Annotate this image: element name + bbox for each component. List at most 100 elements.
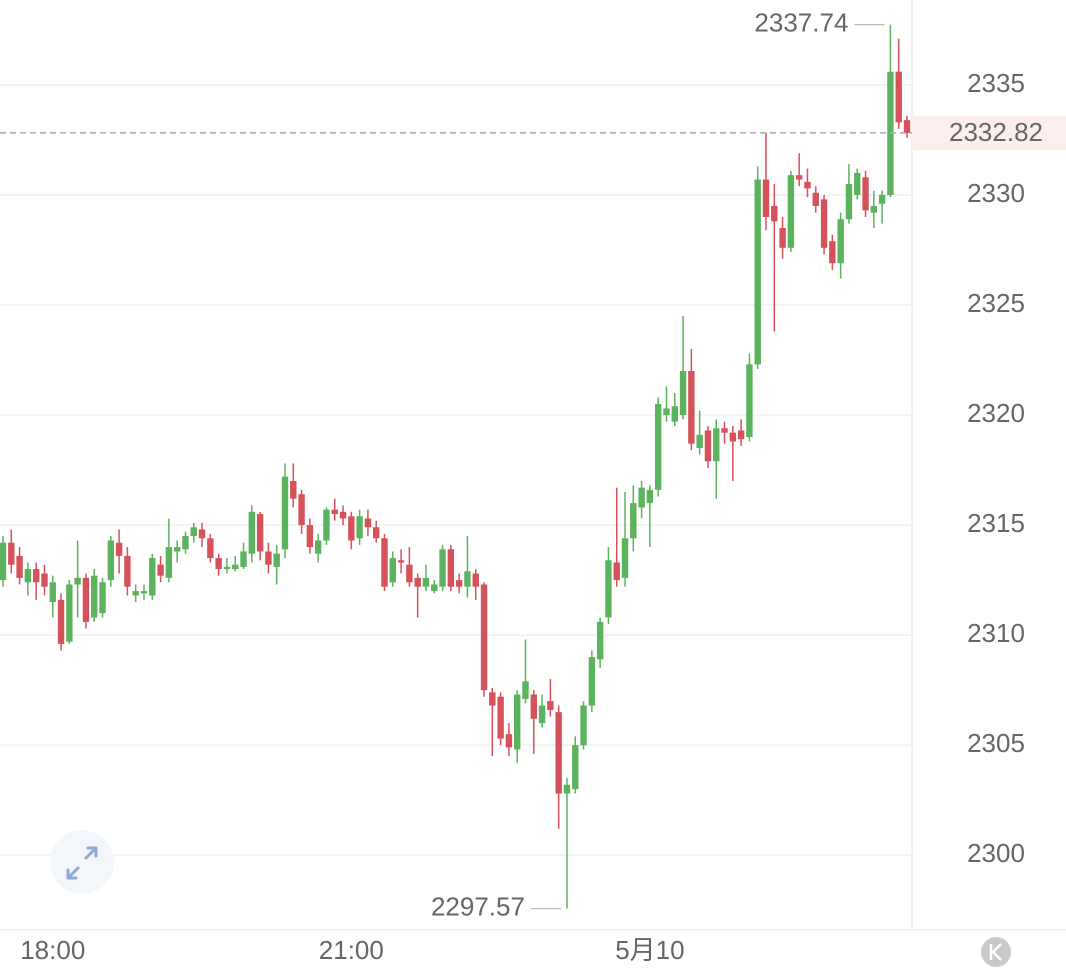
candle-body <box>829 241 836 264</box>
candle-body <box>256 514 264 552</box>
candle-body <box>547 701 554 710</box>
candle-body <box>804 181 811 189</box>
candle-body <box>472 573 479 587</box>
candle-body <box>820 199 828 248</box>
candle-body <box>854 172 861 195</box>
candle-body <box>613 562 620 581</box>
candle-body <box>49 582 56 603</box>
candle-body <box>671 406 678 422</box>
expand-button[interactable] <box>50 830 114 894</box>
max-label: 2337.74 <box>754 8 848 38</box>
y-tick-label: 2325 <box>967 288 1025 318</box>
candle-body <box>406 564 413 583</box>
candle-body <box>737 430 745 440</box>
candle-body <box>439 549 446 587</box>
candle-body <box>630 503 637 539</box>
candle-body <box>223 566 231 570</box>
candle-body <box>198 529 206 539</box>
y-tick-label: 2315 <box>967 508 1025 538</box>
candle-body <box>99 582 106 614</box>
x-tick-label: 5月10 <box>615 935 684 965</box>
last-price-label: 2332.82 <box>949 117 1043 147</box>
candle-body <box>91 575 98 618</box>
candle-body <box>621 538 629 578</box>
candle-body <box>115 542 123 556</box>
candle-body <box>306 525 314 548</box>
candle-body <box>16 555 23 578</box>
candle-body <box>389 558 396 583</box>
candle-body <box>522 681 529 699</box>
candle-body <box>298 494 305 526</box>
candle-body <box>41 573 48 587</box>
candle-body <box>746 364 753 438</box>
candle-body <box>348 516 355 541</box>
candle-body <box>895 71 902 123</box>
candle-body <box>381 538 388 587</box>
last-price-box <box>912 115 1066 150</box>
candle-body <box>248 511 256 554</box>
x-tick-label: 21:00 <box>319 935 384 965</box>
candle-body <box>787 175 795 248</box>
candle-body <box>530 694 537 719</box>
candle-body <box>464 571 471 587</box>
plot <box>0 24 911 909</box>
x-tick-label: 18:00 <box>20 935 85 965</box>
candle-body <box>140 591 148 594</box>
candle-body <box>862 177 869 211</box>
candle-body <box>455 580 463 587</box>
candle-body <box>605 560 612 618</box>
candle-body <box>0 542 7 581</box>
overlay: 2337.74 2297.57 2332.82 <box>0 8 1066 922</box>
candle-body <box>373 527 380 539</box>
candle-body <box>397 560 405 563</box>
candle-body <box>281 476 289 550</box>
candle-body <box>555 712 562 794</box>
kline-button[interactable] <box>981 937 1011 967</box>
candle-body <box>74 577 81 585</box>
candle-body <box>132 591 139 596</box>
candle-body <box>165 547 173 578</box>
candle-body <box>240 551 247 567</box>
candle-body <box>779 227 786 248</box>
candle-body <box>870 205 878 213</box>
candle-body <box>538 705 546 724</box>
candle-body <box>795 175 803 180</box>
min-label: 2297.57 <box>431 892 525 922</box>
candle-body <box>688 371 695 444</box>
candle-body <box>679 371 687 416</box>
candle-body <box>32 569 40 583</box>
candle-body <box>24 569 32 583</box>
candle-body <box>771 205 778 222</box>
candle-body <box>149 558 156 596</box>
candle-body <box>422 577 430 587</box>
candle-body <box>588 657 596 706</box>
candle-body <box>8 542 15 565</box>
candle-body <box>314 540 322 554</box>
candle-body <box>290 481 297 499</box>
candle-body <box>563 784 571 794</box>
y-tick-label: 2320 <box>967 398 1025 428</box>
candle-body <box>431 584 438 592</box>
candle-body <box>729 432 737 442</box>
candle-body <box>414 577 421 587</box>
candle-body <box>878 194 886 204</box>
candle-body <box>497 696 504 739</box>
candle-body <box>364 518 372 528</box>
candle-body <box>232 564 239 570</box>
candle-body <box>82 577 90 622</box>
candle-body <box>323 509 330 541</box>
candle-body <box>580 705 587 746</box>
candle-body <box>721 428 728 433</box>
candle-body <box>704 430 712 462</box>
candle-body <box>837 219 844 264</box>
candle-body <box>190 527 197 537</box>
candle-body <box>447 549 455 587</box>
candle-body <box>489 692 496 706</box>
candle-body <box>107 540 115 581</box>
candle-body <box>505 734 513 748</box>
candle-body <box>157 564 164 576</box>
y-tick-label: 2310 <box>967 618 1025 648</box>
candle-body <box>696 434 703 449</box>
